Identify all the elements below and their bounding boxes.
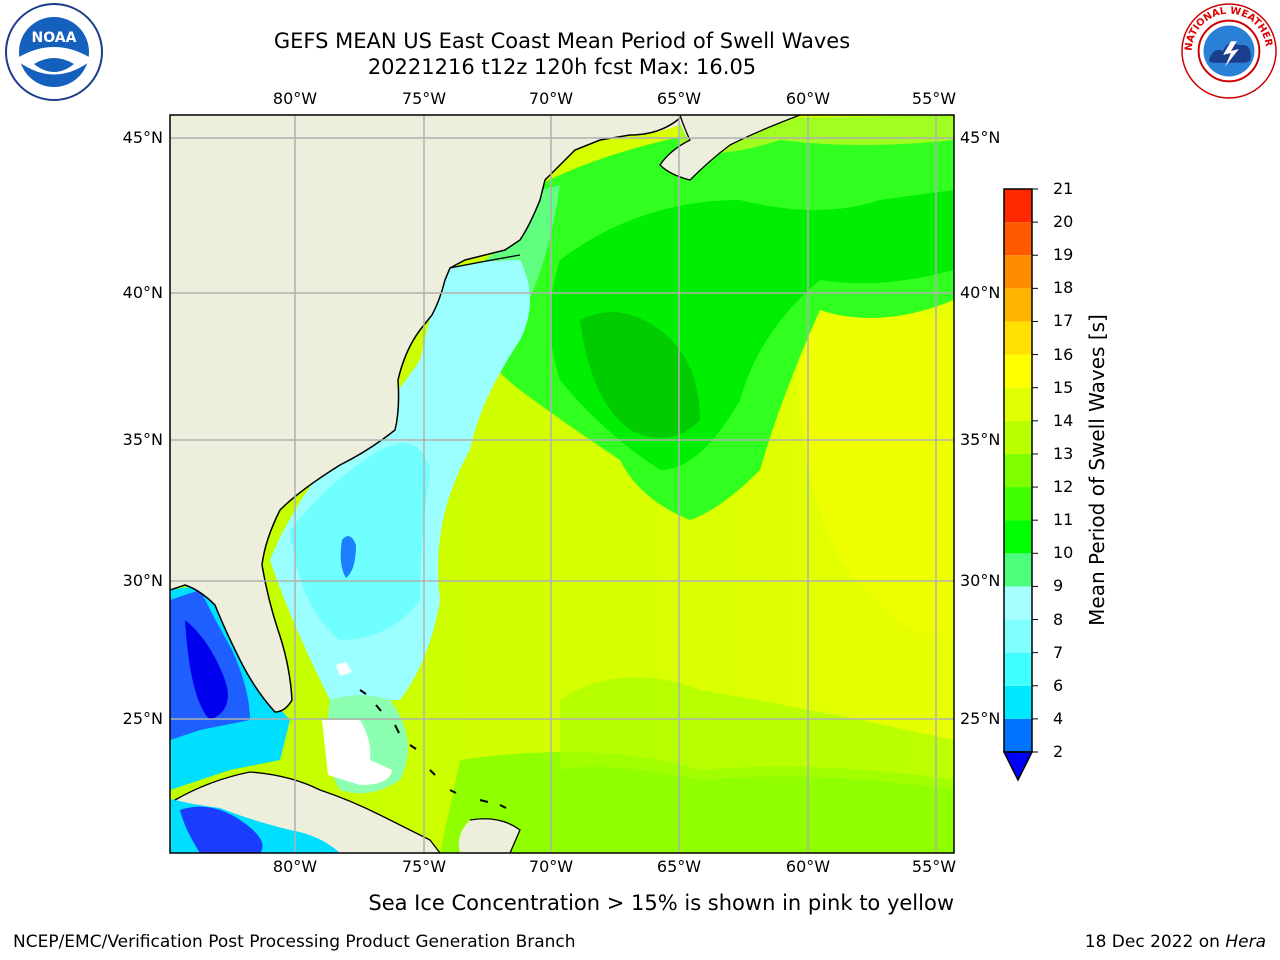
colorbar-swatch bbox=[1004, 652, 1032, 686]
footer-date: 18 Dec 2022 on Hera bbox=[1085, 932, 1266, 952]
svg-text:NOAA: NOAA bbox=[32, 30, 77, 46]
colorbar-tick-label: 14 bbox=[1053, 410, 1074, 430]
colorbar-swatch bbox=[1004, 718, 1032, 752]
footer-credit: NCEP/EMC/Verification Post Processing Pr… bbox=[13, 932, 576, 952]
lon-label-bottom: 65°W bbox=[656, 857, 702, 876]
chart-title: GEFS MEAN US East Coast Mean Period of S… bbox=[273, 29, 851, 53]
colorbar-tick-label: 16 bbox=[1053, 344, 1074, 364]
colorbar-tick-label: 15 bbox=[1053, 377, 1074, 397]
lat-label-left: 25°N bbox=[122, 709, 163, 728]
colorbar-tick-label: 11 bbox=[1053, 510, 1074, 530]
nws-logo-icon: NATIONAL WEATHER SERVICE bbox=[1180, 2, 1277, 99]
colorbar-tick-label: 2 bbox=[1053, 742, 1064, 761]
colorbar-swatch bbox=[1004, 520, 1032, 554]
land-north-america bbox=[170, 115, 690, 712]
colorbar-swatch bbox=[1004, 487, 1032, 521]
lon-label-top: 70°W bbox=[528, 89, 574, 108]
colorbar-swatch bbox=[1004, 222, 1032, 256]
lat-label-right: 40°N bbox=[960, 283, 1001, 302]
colorbar-swatch bbox=[1004, 420, 1032, 454]
footer-machine: Hera bbox=[1225, 932, 1266, 952]
lon-label-top: 80°W bbox=[272, 89, 318, 108]
colorbar-tick-label: 17 bbox=[1053, 311, 1074, 331]
colorbar-swatch bbox=[1004, 387, 1032, 421]
lon-label-bottom: 60°W bbox=[785, 857, 831, 876]
colorbar-tick-label: 9 bbox=[1053, 576, 1064, 596]
lon-label-top: 60°W bbox=[785, 89, 831, 108]
colorbar-tick-label: 13 bbox=[1053, 443, 1074, 463]
colorbar-tick-label: 18 bbox=[1053, 278, 1074, 298]
chart-subtitle: 20221216 t12z 120h fcst Max: 16.05 bbox=[367, 55, 757, 79]
colorbar-swatch bbox=[1004, 619, 1032, 653]
footer-date-text: 18 Dec 2022 on bbox=[1084, 932, 1226, 952]
colorbar-swatch bbox=[1004, 354, 1032, 388]
colorbar-swatch bbox=[1004, 189, 1032, 223]
colorbar-tick-label: 8 bbox=[1053, 609, 1064, 629]
lat-label-left: 30°N bbox=[122, 571, 163, 590]
colorbar-swatch bbox=[1004, 321, 1032, 355]
ocean-field-yellow bbox=[798, 310, 954, 640]
bahamas-nodata bbox=[322, 720, 392, 785]
lon-label-top: 55°W bbox=[911, 89, 957, 108]
lon-label-top: 75°W bbox=[401, 89, 447, 108]
colorbar-swatch bbox=[1004, 586, 1032, 620]
sea-ice-note: Sea Ice Concentration > 15% is shown in … bbox=[368, 891, 954, 915]
colorbar-under-arrow bbox=[1002, 751, 1034, 782]
lon-label-top: 65°W bbox=[656, 89, 702, 108]
land-maritimes bbox=[660, 115, 800, 180]
lat-label-right: 35°N bbox=[960, 430, 1001, 449]
lon-label-bottom: 80°W bbox=[272, 857, 318, 876]
colorbar-tick-label: 6 bbox=[1053, 675, 1064, 695]
colorbar-tick-label: 19 bbox=[1053, 245, 1074, 265]
colorbar-swatch bbox=[1004, 553, 1032, 587]
lon-label-bottom: 75°W bbox=[401, 857, 447, 876]
land-cuba bbox=[175, 772, 440, 853]
colorbar-tick-label: 12 bbox=[1053, 477, 1074, 497]
colorbar-frame bbox=[1003, 188, 1033, 753]
noaa-logo-icon: NOAA bbox=[5, 3, 103, 101]
colorbar-swatch bbox=[1004, 685, 1032, 719]
colorbar-tick-label: 21 bbox=[1053, 179, 1074, 198]
colorbar-tick-label: 20 bbox=[1053, 212, 1074, 232]
colorbar-tick-label: 7 bbox=[1053, 642, 1064, 662]
map-frame bbox=[169, 114, 955, 854]
colorbar-label: Mean Period of Swell Waves [s] bbox=[1085, 314, 1109, 626]
lat-label-right: 45°N bbox=[960, 128, 1001, 147]
lon-label-bottom: 55°W bbox=[911, 857, 957, 876]
colorbar-tick-label: 10 bbox=[1053, 543, 1074, 563]
colorbar-swatch bbox=[1004, 288, 1032, 322]
lat-label-left: 35°N bbox=[122, 430, 163, 449]
colorbar-swatch bbox=[1004, 453, 1032, 488]
lat-label-left: 45°N bbox=[122, 128, 163, 147]
lat-label-left: 40°N bbox=[122, 283, 163, 302]
colorbar-swatch bbox=[1004, 255, 1032, 289]
colorbar-tick-label: 4 bbox=[1053, 708, 1064, 728]
lat-label-right: 30°N bbox=[960, 571, 1001, 590]
graticule bbox=[170, 115, 954, 853]
lat-label-right: 25°N bbox=[960, 709, 1001, 728]
lon-label-bottom: 70°W bbox=[528, 857, 574, 876]
